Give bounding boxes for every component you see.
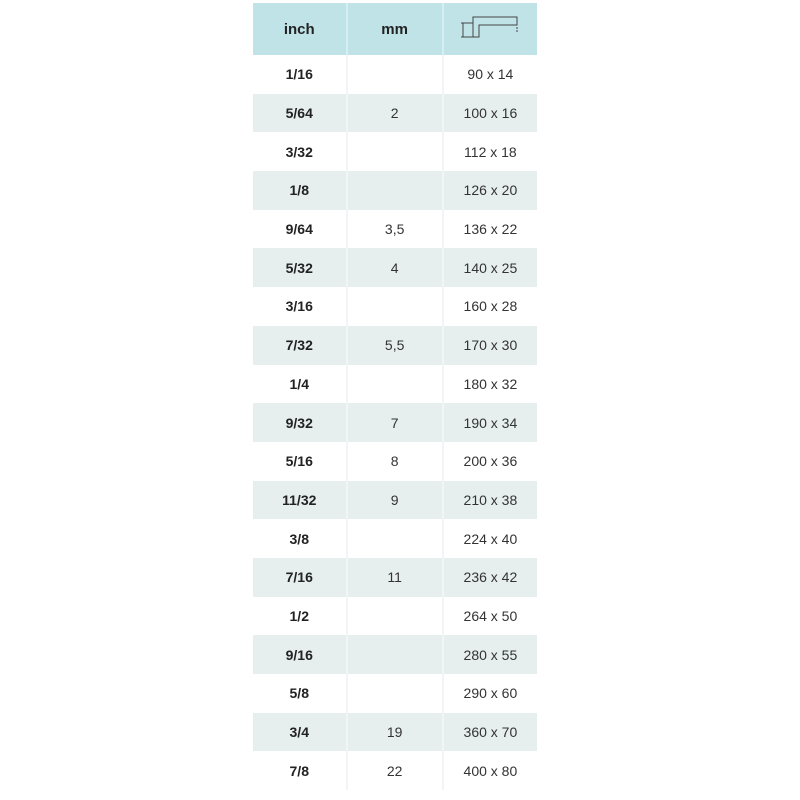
table-row: 7/16 11 236 x 42 xyxy=(253,557,537,597)
header-mm: mm xyxy=(346,3,444,55)
cell-size: 100 x 16 xyxy=(442,93,537,133)
cell-inch: 7/32 xyxy=(253,325,348,365)
cell-inch: 9/16 xyxy=(253,635,348,674)
cell-size: 180 x 32 xyxy=(463,375,518,392)
table-row: 1/8 126 x 20 xyxy=(253,171,537,210)
cell-size: 126 x 20 xyxy=(442,171,537,210)
cell-size: 190 x 34 xyxy=(442,403,537,442)
table-row: 3/16 160 x 28 xyxy=(253,287,537,326)
cell-inch: 5/64 xyxy=(253,93,348,133)
cell-mm: 4 xyxy=(346,248,444,288)
cell-mm: 7 xyxy=(346,403,444,442)
cell-size: 236 x 42 xyxy=(442,557,537,597)
cell-inch: 11/32 xyxy=(253,480,348,520)
cell-inch: 3/8 xyxy=(253,519,348,558)
table-row: 5/8 290 x 60 xyxy=(253,674,537,713)
header-dimension xyxy=(442,3,537,55)
table-row: 7/32 5,5 170 x 30 xyxy=(253,325,537,365)
cell-mm: 11 xyxy=(346,557,444,597)
cell-size: 264 x 50 xyxy=(463,607,518,624)
cell-size: 400 x 80 xyxy=(463,762,518,779)
table-row: 7/8 22 400 x 80 xyxy=(253,751,537,791)
table-row: 11/32 9 210 x 38 xyxy=(253,480,537,520)
cell-mm: 19 xyxy=(346,712,444,752)
cell-inch: 7/16 xyxy=(253,557,348,597)
header-inch: inch xyxy=(253,3,348,55)
cell-mm xyxy=(346,132,444,172)
header-row: inch mm xyxy=(253,3,537,55)
cell-inch: 5/16 xyxy=(253,441,348,481)
table-row: 3/4 19 360 x 70 xyxy=(253,712,537,752)
cell-mm xyxy=(346,55,444,94)
cell-size: 360 x 70 xyxy=(442,712,537,752)
cell-inch: 3/4 xyxy=(253,712,348,752)
cell-inch: 9/64 xyxy=(253,209,348,249)
cell-mm xyxy=(346,596,444,636)
cell-mm: 2 xyxy=(346,93,444,133)
cell-mm: 5,5 xyxy=(346,325,444,365)
table-row: 1/4 180 x 32 xyxy=(253,364,537,404)
cell-inch: 1/16 xyxy=(253,55,348,94)
cell-mm: 8 xyxy=(346,441,444,481)
cell-size: 136 x 22 xyxy=(463,221,518,238)
cell-size: 170 x 30 xyxy=(442,325,537,365)
cell-inch: 1/8 xyxy=(253,171,348,210)
cell-size: 224 x 40 xyxy=(463,530,518,547)
cell-size: 210 x 38 xyxy=(442,480,537,520)
cell-mm: 3,5 xyxy=(346,209,444,249)
table-row: 3/32 112 x 18 xyxy=(253,132,537,172)
table-row: 5/16 8 200 x 36 xyxy=(253,441,537,481)
cell-size: 90 x 14 xyxy=(467,66,514,83)
cell-size: 280 x 55 xyxy=(442,635,537,674)
cell-size: 290 x 60 xyxy=(463,685,518,702)
cell-mm xyxy=(346,635,444,674)
cell-size: 200 x 36 xyxy=(463,453,518,470)
cell-mm xyxy=(346,171,444,210)
hex-key-size-table: inch mm 1/16 90 x 14 5/64 2 100 x 16 3/32 112 … xyxy=(253,3,537,791)
cell-inch: 3/16 xyxy=(253,287,348,326)
cell-size: 112 x 18 xyxy=(464,143,517,160)
cell-inch: 1/2 xyxy=(253,596,348,636)
cell-mm: 9 xyxy=(346,480,444,520)
cell-mm xyxy=(346,519,444,558)
hex-key-dimension-icon xyxy=(461,16,518,38)
cell-inch: 9/32 xyxy=(253,403,348,442)
table-row: 9/32 7 190 x 34 xyxy=(253,403,537,442)
table-row: 9/64 3,5 136 x 22 xyxy=(253,209,537,249)
table-row: 3/8 224 x 40 xyxy=(253,519,537,558)
table-row: 1/16 90 x 14 xyxy=(253,55,537,94)
table-row: 9/16 280 x 55 xyxy=(253,635,537,674)
cell-mm xyxy=(346,364,444,404)
cell-size: 160 x 28 xyxy=(463,298,518,315)
cell-inch: 1/4 xyxy=(253,364,348,404)
cell-size: 140 x 25 xyxy=(442,248,537,288)
cell-inch: 5/8 xyxy=(253,674,348,713)
cell-mm xyxy=(346,287,444,326)
cell-mm xyxy=(346,674,444,713)
cell-inch: 7/8 xyxy=(253,751,348,791)
table-row: 1/2 264 x 50 xyxy=(253,596,537,636)
cell-inch: 3/32 xyxy=(253,132,348,172)
table-row: 5/64 2 100 x 16 xyxy=(253,93,537,133)
cell-inch: 5/32 xyxy=(253,248,348,288)
cell-mm: 22 xyxy=(346,751,444,791)
table-row: 5/32 4 140 x 25 xyxy=(253,248,537,288)
